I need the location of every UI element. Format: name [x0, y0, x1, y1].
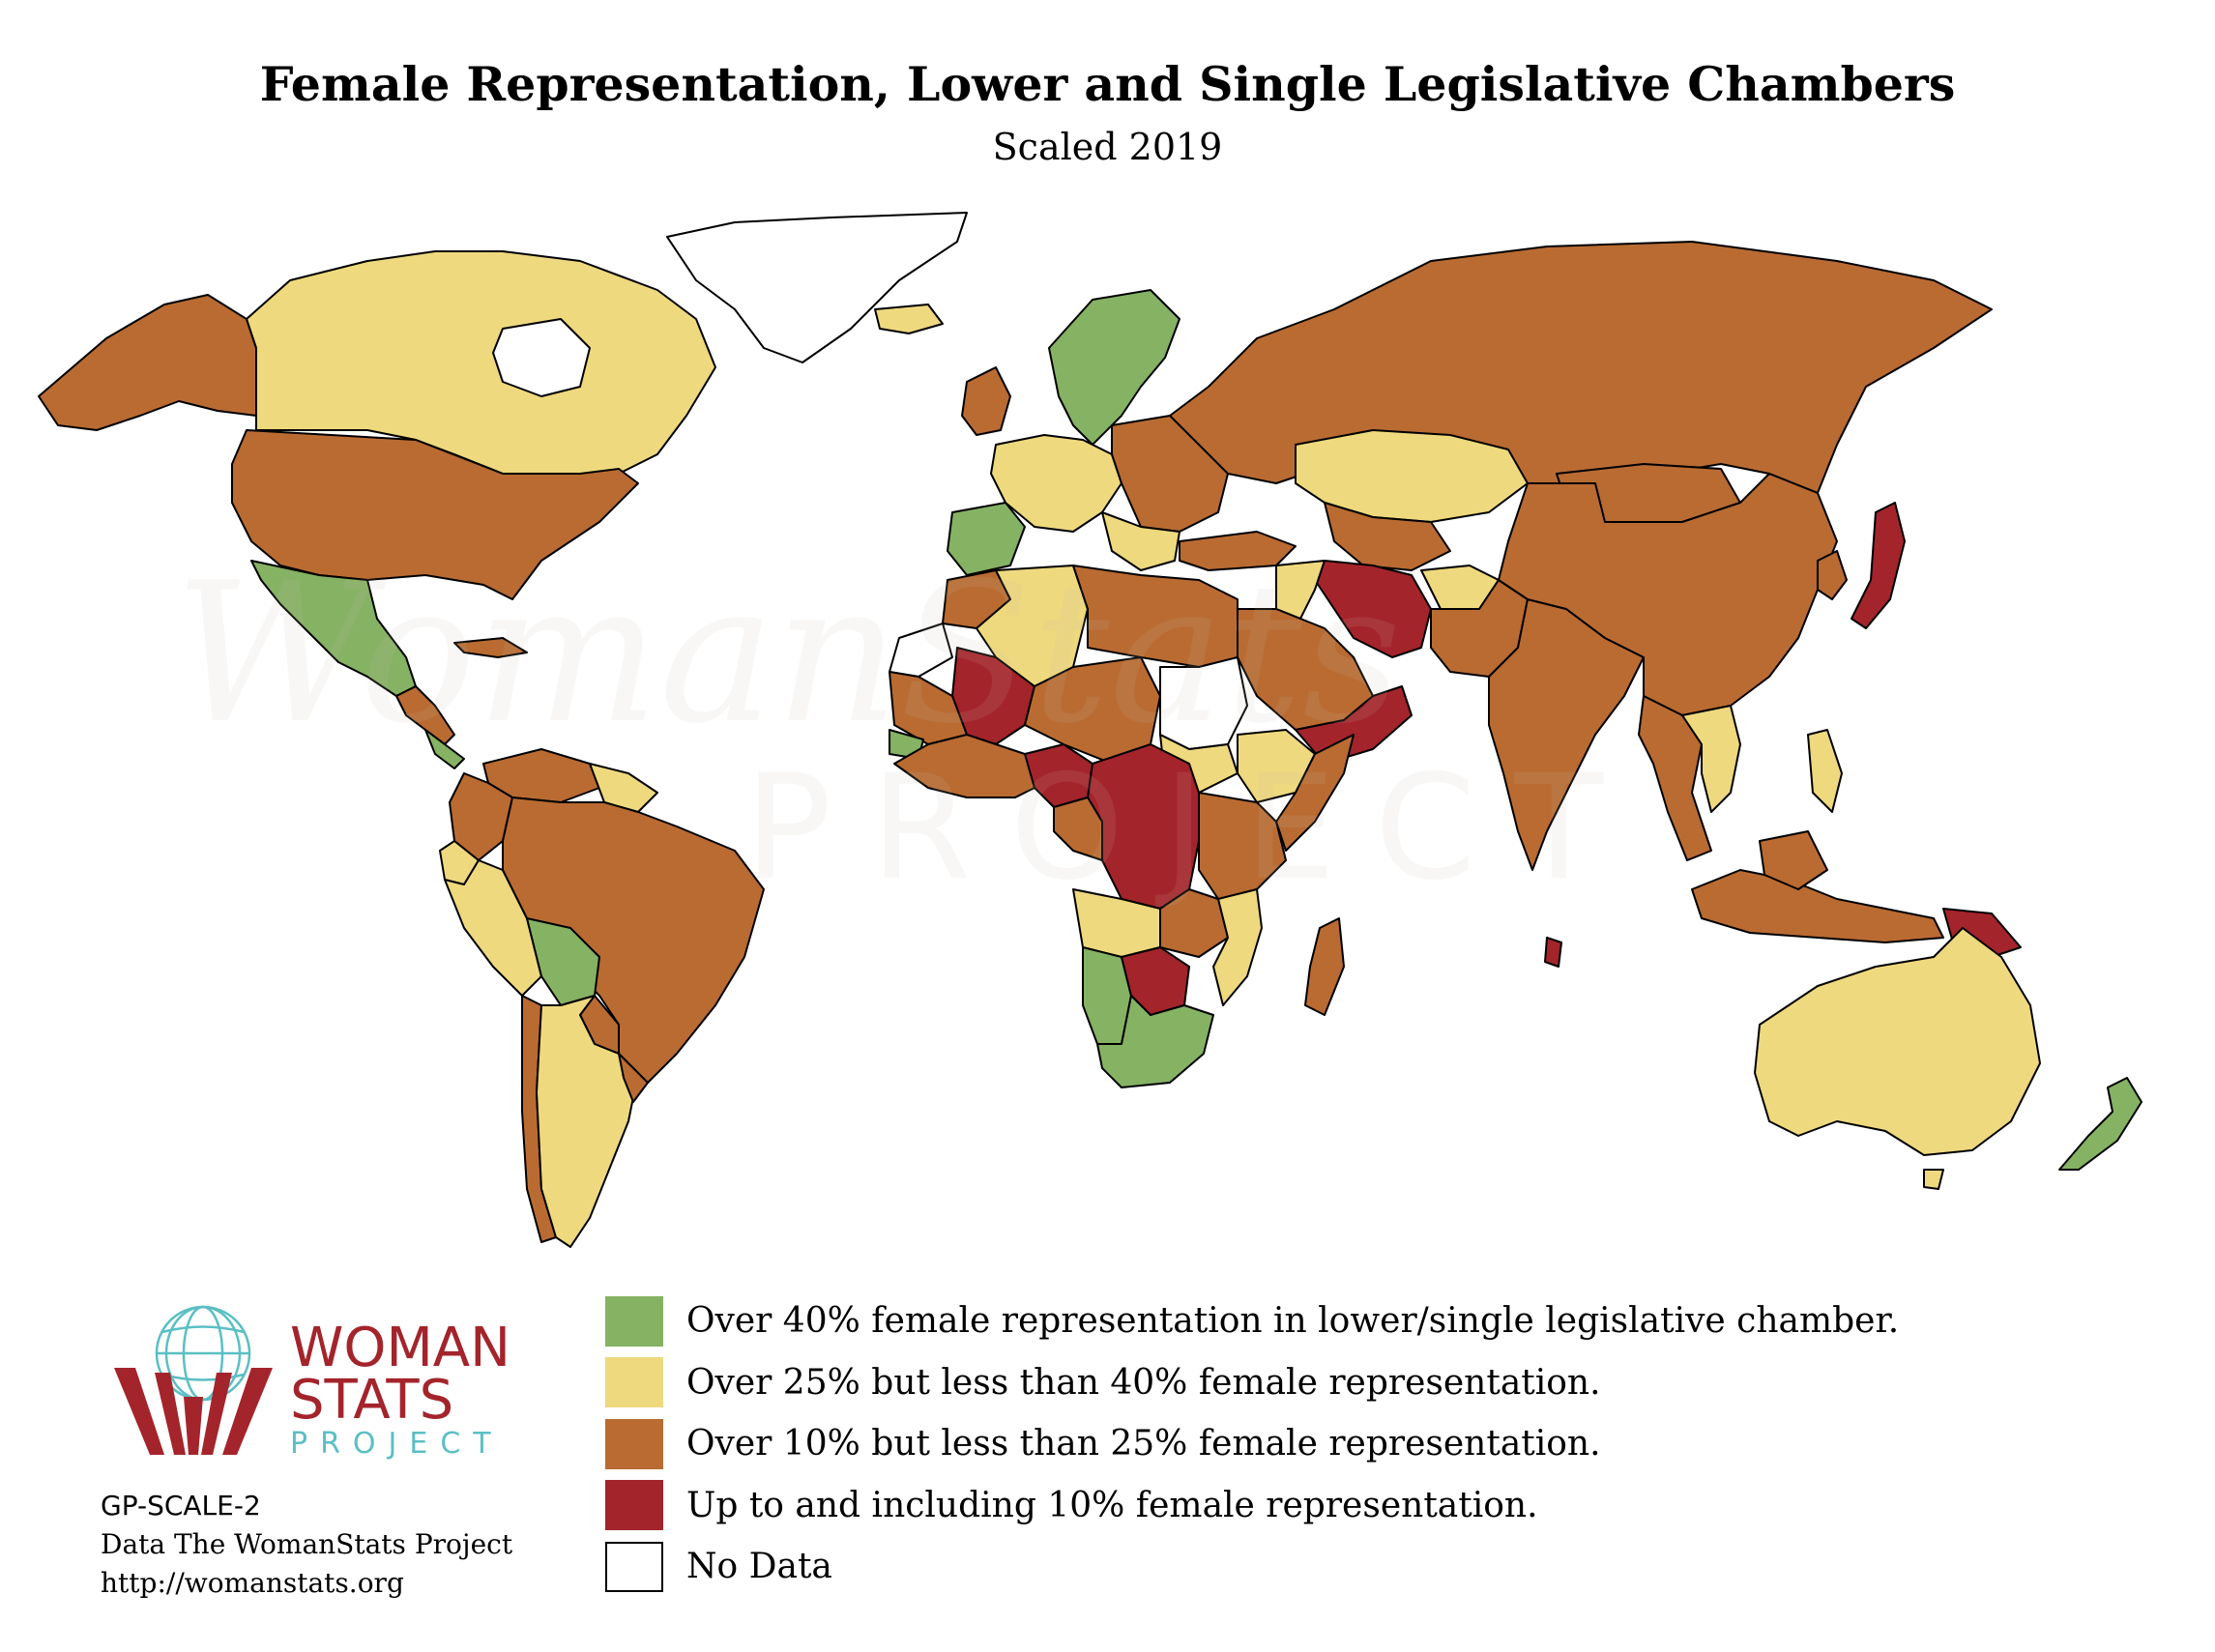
- region-canada: [246, 250, 716, 484]
- region-uruguay: [618, 1053, 649, 1103]
- region-russia: [1169, 241, 1993, 494]
- legend-swatch-red: [605, 1480, 663, 1531]
- region-vietnam-laos: [1681, 705, 1741, 813]
- legend-item-up-to-10: Up to and including 10% female represent…: [605, 1475, 1978, 1537]
- region-scandinavia: [1048, 289, 1180, 446]
- logo-word-stats: STATS: [290, 1369, 454, 1432]
- region-korea: [1817, 550, 1848, 600]
- legend-label: Over 10% but less than 25% female repres…: [686, 1424, 1601, 1464]
- region-tasmania: [1923, 1169, 1944, 1190]
- globe-hands-icon: [114, 1305, 273, 1455]
- region-iraq-syria: [1275, 560, 1326, 620]
- region-australia: [1754, 927, 2041, 1156]
- region-new-zealand: [2058, 1077, 2142, 1171]
- source-url: http://womanstats.org: [101, 1567, 404, 1599]
- legend-swatch-green: [605, 1295, 663, 1347]
- region-usa: [231, 429, 639, 600]
- region-indonesia: [1691, 869, 1944, 943]
- region-kazakhstan: [1295, 429, 1529, 523]
- region-central-america: [395, 685, 455, 745]
- region-uk: [961, 366, 1011, 436]
- region-kenya-tanzania: [1198, 792, 1287, 900]
- region-somalia: [1275, 734, 1355, 852]
- region-nigeria: [1024, 743, 1093, 808]
- map-code: GP-SCALE-2: [101, 1490, 261, 1522]
- region-central-asia: [1324, 502, 1451, 571]
- region-sudan: [1159, 656, 1248, 750]
- logo-word-woman: WOMAN: [290, 1317, 510, 1379]
- region-sri-lanka: [1544, 937, 1562, 968]
- region-mexico: [250, 560, 417, 697]
- legend-swatch-white: [605, 1541, 663, 1592]
- region-madagascar: [1304, 917, 1345, 1016]
- world-map-svg: [38, 212, 2142, 1248]
- region-iceland: [874, 304, 944, 334]
- legend-label: Over 40% female representation in lower/…: [686, 1301, 1900, 1342]
- region-libya-egypt: [1072, 565, 1239, 668]
- region-greenland: [666, 212, 968, 363]
- legend-item-25-40: Over 25% but less than 40% female repres…: [605, 1352, 1978, 1414]
- region-china: [1498, 473, 1838, 716]
- legend-item-10-25: Over 10% but less than 25% female repres…: [605, 1413, 1978, 1475]
- region-mozambique: [1212, 888, 1263, 1006]
- region-borneo: [1759, 830, 1828, 890]
- region-gabon-congo: [1053, 797, 1103, 861]
- region-guyana: [589, 763, 658, 813]
- region-colombia: [449, 772, 513, 861]
- map-title: Female Representation, Lower and Single …: [259, 56, 1956, 112]
- region-south-africa: [1096, 995, 1214, 1088]
- region-alaska: [38, 294, 257, 431]
- world-map: [0, 193, 2215, 1266]
- legend-item-over-40: Over 40% female representation in lower/…: [605, 1290, 1978, 1352]
- map-legend: Over 40% female representation in lower/…: [605, 1290, 1978, 1598]
- region-western-sahara: [889, 623, 953, 678]
- legend-swatch-orange: [605, 1418, 663, 1469]
- region-iran: [1314, 560, 1432, 658]
- region-japan: [1851, 502, 1906, 629]
- legend-label: No Data: [686, 1547, 832, 1587]
- region-balkans: [1101, 511, 1180, 571]
- data-source: Data The WomanStats Project: [101, 1528, 513, 1560]
- region-central-africa: [1087, 743, 1200, 910]
- map-subtitle: Scaled 2019: [992, 126, 1223, 168]
- region-iberia: [947, 502, 1026, 576]
- legend-swatch-yellow: [605, 1357, 663, 1408]
- legend-label: Up to and including 10% female represent…: [686, 1485, 1538, 1525]
- region-hudson-bay: [492, 318, 591, 397]
- region-philippines: [1807, 729, 1843, 813]
- legend-label: Over 25% but less than 40% female repres…: [686, 1362, 1601, 1403]
- womanstats-logo: WOMAN STATS PROJECT: [106, 1300, 522, 1464]
- region-argentina: [536, 995, 639, 1248]
- logo-word-project: PROJECT: [290, 1427, 504, 1461]
- region-costa-rica: [424, 729, 465, 769]
- region-cuba: [453, 637, 528, 658]
- credits: GP-SCALE-2 Data The WomanStats Project h…: [101, 1487, 565, 1603]
- legend-item-no-data: No Data: [605, 1536, 1978, 1598]
